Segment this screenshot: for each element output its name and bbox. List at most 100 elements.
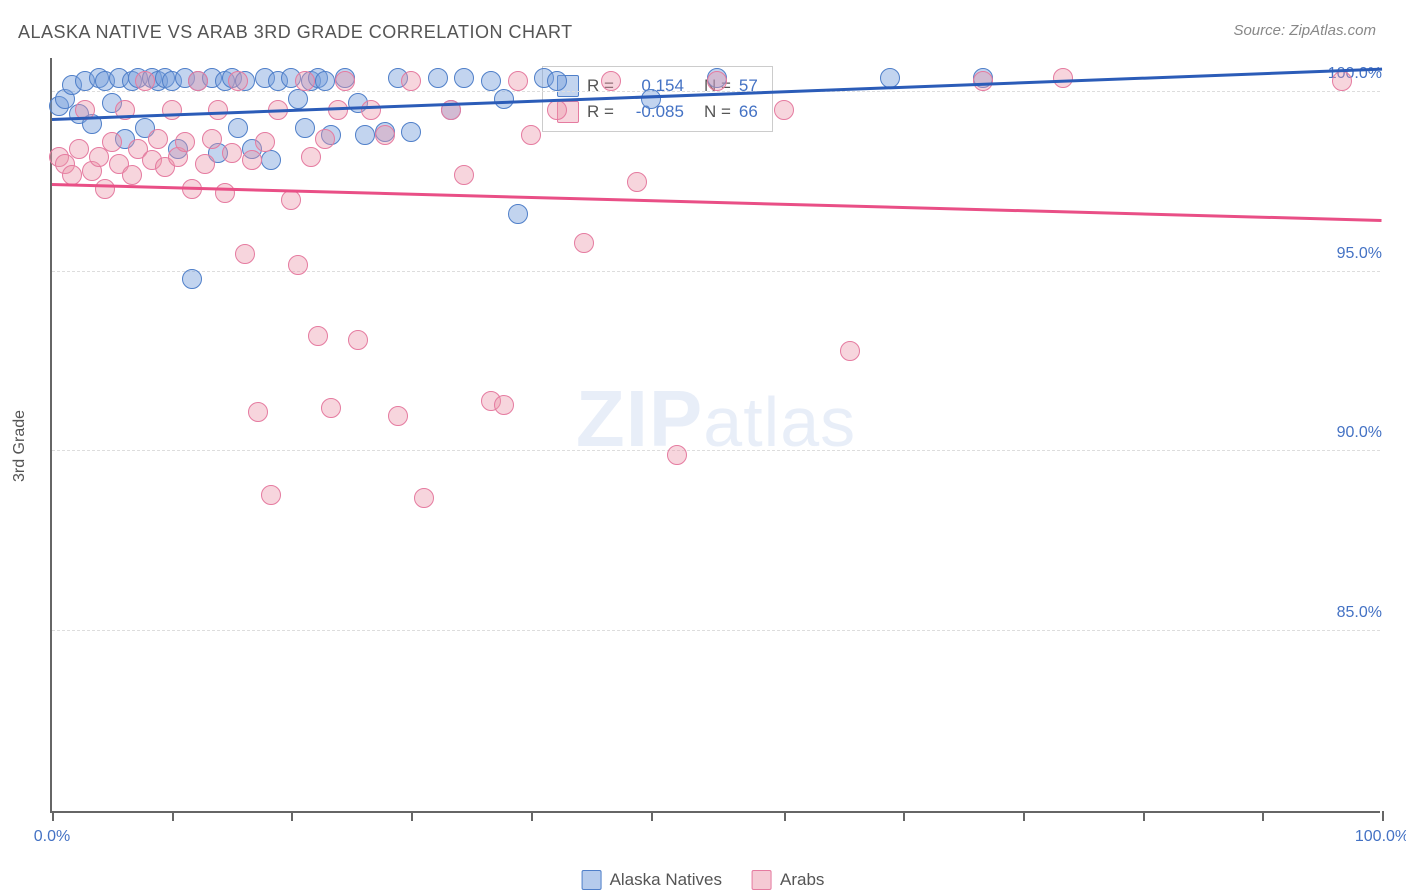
scatter-point <box>242 150 262 170</box>
scatter-point <box>414 488 434 508</box>
scatter-point <box>182 269 202 289</box>
plot-area: ZIPatlas R =0.154N =57R =-0.085N =66 85.… <box>50 58 1380 813</box>
x-tick <box>1143 811 1145 821</box>
scatter-point <box>667 445 687 465</box>
legend-swatch <box>582 870 602 890</box>
scatter-point <box>547 71 567 91</box>
scatter-point <box>1053 68 1073 88</box>
scatter-point <box>547 100 567 120</box>
scatter-point <box>235 244 255 264</box>
scatter-point <box>521 125 541 145</box>
scatter-point <box>102 132 122 152</box>
scatter-point <box>321 398 341 418</box>
scatter-point <box>215 183 235 203</box>
legend-item: Arabs <box>752 870 824 890</box>
scatter-point <box>840 341 860 361</box>
scatter-point <box>348 330 368 350</box>
watermark: ZIPatlas <box>576 373 856 465</box>
legend-n-label: N = <box>704 102 731 122</box>
scatter-point <box>148 129 168 149</box>
scatter-point <box>508 204 528 224</box>
scatter-point <box>222 143 242 163</box>
x-tick <box>411 811 413 821</box>
x-tick <box>1262 811 1264 821</box>
chart-container: ALASKA NATIVE VS ARAB 3RD GRADE CORRELAT… <box>0 0 1406 892</box>
legend-n-value: 66 <box>739 102 758 122</box>
scatter-point <box>335 71 355 91</box>
gridline <box>52 630 1380 631</box>
gridline <box>52 450 1380 451</box>
scatter-point <box>208 100 228 120</box>
x-tick <box>903 811 905 821</box>
scatter-point <box>288 89 308 109</box>
scatter-point <box>288 255 308 275</box>
scatter-point <box>95 179 115 199</box>
x-tick <box>291 811 293 821</box>
scatter-point <box>401 122 421 142</box>
scatter-point <box>574 233 594 253</box>
scatter-point <box>454 165 474 185</box>
scatter-point <box>315 71 335 91</box>
x-tick <box>1382 811 1384 821</box>
scatter-point <box>601 71 621 91</box>
scatter-point <box>281 190 301 210</box>
x-tick-label: 100.0% <box>1355 828 1406 846</box>
y-tick-label: 90.0% <box>1331 424 1382 442</box>
x-tick <box>172 811 174 821</box>
scatter-point <box>308 326 328 346</box>
scatter-point <box>195 154 215 174</box>
scatter-point <box>375 125 395 145</box>
legend-label: Arabs <box>780 870 824 890</box>
scatter-point <box>295 118 315 138</box>
scatter-point <box>481 71 501 91</box>
x-tick <box>784 811 786 821</box>
legend-item: Alaska Natives <box>582 870 722 890</box>
scatter-point <box>641 89 661 109</box>
scatter-point <box>315 129 335 149</box>
scatter-point <box>388 406 408 426</box>
scatter-point <box>428 68 448 88</box>
scatter-point <box>494 89 514 109</box>
source-label: Source: ZipAtlas.com <box>1233 22 1376 39</box>
trendline <box>52 183 1382 221</box>
scatter-point <box>301 147 321 167</box>
chart-title: ALASKA NATIVE VS ARAB 3RD GRADE CORRELAT… <box>18 22 573 43</box>
scatter-point <box>880 68 900 88</box>
scatter-point <box>162 100 182 120</box>
scatter-point <box>255 132 275 152</box>
scatter-point <box>774 100 794 120</box>
scatter-point <box>295 71 315 91</box>
legend-r-label: R = <box>587 102 614 122</box>
legend-label: Alaska Natives <box>610 870 722 890</box>
scatter-point <box>228 71 248 91</box>
legend-swatch <box>752 870 772 890</box>
y-tick-label: 95.0% <box>1331 245 1382 263</box>
scatter-point <box>494 395 514 415</box>
scatter-point <box>361 100 381 120</box>
scatter-point <box>188 71 208 91</box>
scatter-point <box>62 165 82 185</box>
scatter-point <box>248 402 268 422</box>
scatter-point <box>135 71 155 91</box>
scatter-point <box>69 139 89 159</box>
scatter-point <box>707 71 727 91</box>
scatter-point <box>228 118 248 138</box>
scatter-point <box>261 150 281 170</box>
scatter-point <box>627 172 647 192</box>
gridline <box>52 271 1380 272</box>
scatter-point <box>454 68 474 88</box>
y-tick-label: 85.0% <box>1331 604 1382 622</box>
x-tick <box>1023 811 1025 821</box>
x-tick <box>52 811 54 821</box>
scatter-point <box>1332 71 1352 91</box>
scatter-point <box>175 132 195 152</box>
scatter-point <box>261 485 281 505</box>
scatter-point <box>973 71 993 91</box>
scatter-point <box>355 125 375 145</box>
scatter-point <box>508 71 528 91</box>
x-tick <box>651 811 653 821</box>
scatter-point <box>122 165 142 185</box>
x-tick-label: 0.0% <box>34 828 70 846</box>
series-legend: Alaska Natives Arabs <box>582 870 825 890</box>
scatter-point <box>202 129 222 149</box>
